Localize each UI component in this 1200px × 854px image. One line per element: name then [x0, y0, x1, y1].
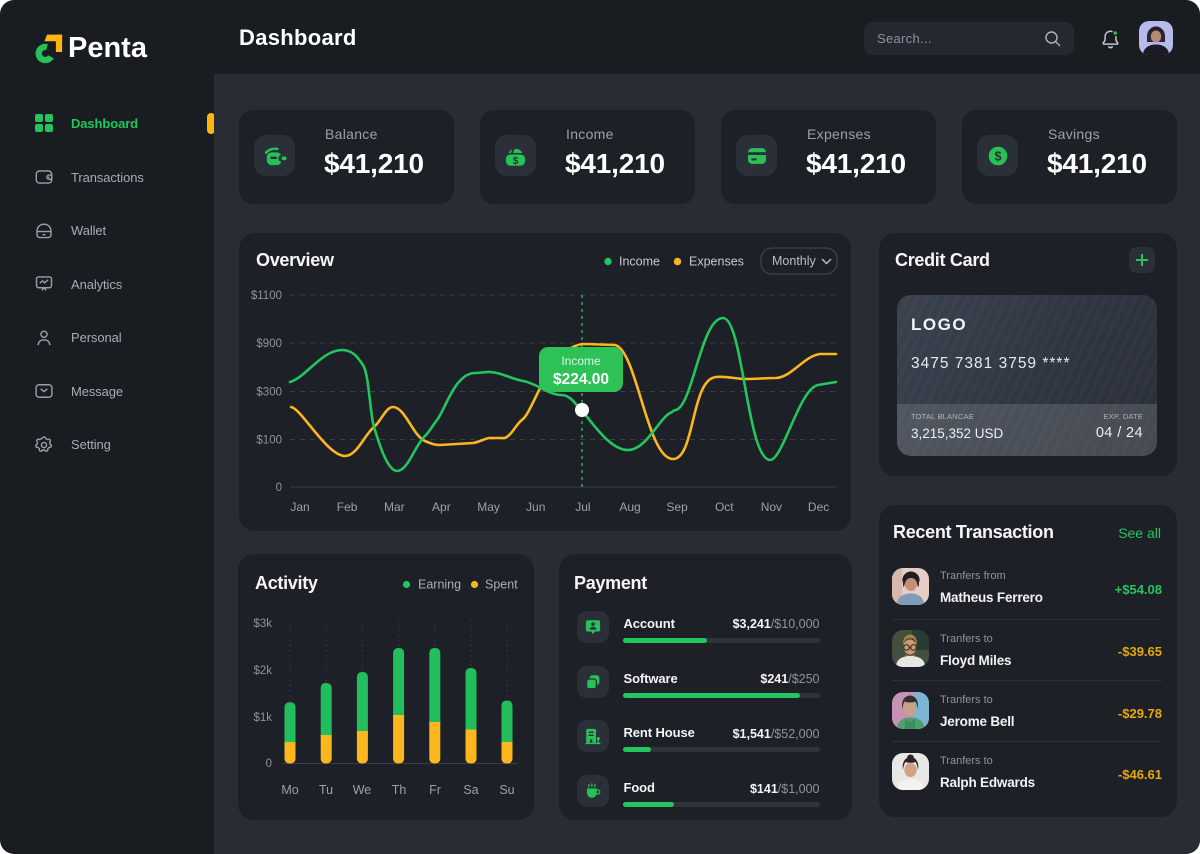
svg-text:Su: Su	[499, 783, 514, 797]
svg-text:0: 0	[276, 482, 282, 494]
svg-text:Spent: Spent	[485, 578, 518, 592]
svg-text:0: 0	[266, 758, 272, 770]
svg-text:Jan: Jan	[290, 500, 309, 514]
svg-text:Monthly: Monthly	[772, 254, 817, 268]
svg-text:Sep: Sep	[666, 500, 688, 514]
svg-text:May: May	[477, 500, 500, 514]
svg-text:Sa: Sa	[463, 783, 478, 797]
svg-text:$3k: $3k	[253, 618, 272, 630]
svg-text:Feb: Feb	[337, 500, 358, 514]
svg-text:Jun: Jun	[526, 500, 545, 514]
svg-text:$: $	[994, 149, 1001, 163]
svg-text:Fr: Fr	[429, 783, 441, 797]
svg-text:$224.00: $224.00	[553, 371, 609, 388]
svg-text:Apr: Apr	[432, 500, 451, 514]
svg-text:We: We	[353, 783, 372, 797]
svg-text:Jul: Jul	[575, 500, 590, 514]
svg-text:Tu: Tu	[319, 783, 333, 797]
svg-text:Income: Income	[619, 255, 660, 269]
svg-text:Mar: Mar	[384, 500, 405, 514]
svg-text:$300: $300	[256, 387, 282, 399]
svg-text:Expenses: Expenses	[689, 255, 744, 269]
svg-text:$: $	[513, 156, 519, 167]
svg-text:Nov: Nov	[761, 500, 782, 514]
svg-text:Aug: Aug	[619, 500, 640, 514]
svg-text:Th: Th	[392, 783, 407, 797]
svg-text:$1k: $1k	[253, 712, 272, 724]
svg-text:$2k: $2k	[253, 665, 272, 677]
svg-text:Mo: Mo	[281, 783, 298, 797]
svg-text:$100: $100	[256, 435, 282, 447]
svg-text:$1100: $1100	[251, 290, 282, 302]
svg-text:$900: $900	[256, 338, 282, 350]
svg-text:Dec: Dec	[808, 500, 829, 514]
svg-text:Earning: Earning	[418, 578, 461, 592]
svg-text:Income: Income	[561, 354, 601, 368]
svg-text:Oct: Oct	[715, 500, 734, 514]
